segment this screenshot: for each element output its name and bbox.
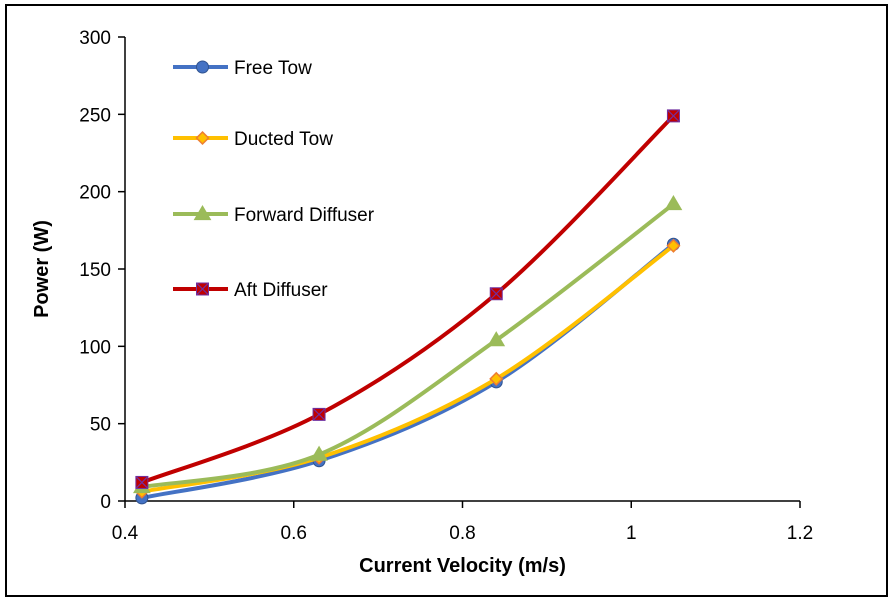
data-point-forward-diffuser xyxy=(310,445,328,461)
data-point-aft-diffuser xyxy=(135,475,149,489)
y-tick-label: 150 xyxy=(79,260,111,281)
series-lines xyxy=(133,109,683,505)
legend-item-free-tow: Free Tow xyxy=(173,58,312,79)
data-point-ducted-tow xyxy=(489,371,504,386)
series-forward-diffuser xyxy=(133,195,683,494)
legend-swatch-marker xyxy=(196,282,209,296)
legend-swatch-marker xyxy=(196,60,209,74)
y-tick-label: 0 xyxy=(100,492,111,513)
y-tick-label: 50 xyxy=(90,415,111,436)
x-tick-label: 0.8 xyxy=(449,523,475,544)
data-point-aft-diffuser xyxy=(489,287,503,301)
x-tick-label: 0.6 xyxy=(281,523,307,544)
series-line-aft-diffuser xyxy=(139,113,676,485)
marker-cross xyxy=(312,407,326,421)
marker-cross xyxy=(135,476,149,489)
y-tick-label: 250 xyxy=(79,105,111,126)
legend-item-forward-diffuser: Forward Diffuser xyxy=(173,205,375,226)
x-axis-title: Current Velocity (m/s) xyxy=(359,555,566,577)
x-tick-label: 0.4 xyxy=(112,523,139,544)
series-free-tow xyxy=(135,237,680,505)
data-point-forward-diffuser xyxy=(487,331,506,347)
data-point-aft-diffuser xyxy=(312,407,326,421)
legend-item-ducted-tow: Ducted Tow xyxy=(173,129,333,150)
series-aft-diffuser xyxy=(135,109,680,489)
legend-label-forward-diffuser: Forward Diffuser xyxy=(234,205,375,226)
data-point-forward-diffuser xyxy=(664,195,683,211)
x-tick-label: 1 xyxy=(626,523,637,544)
legend: Free Tow Ducted Tow Forward Diffuser Aft Di… xyxy=(173,58,375,301)
y-axis-title: Power (W) xyxy=(31,220,53,318)
series-line-free-tow xyxy=(139,242,676,500)
marker-cross xyxy=(667,109,680,123)
legend-label-free-tow: Free Tow xyxy=(234,58,312,79)
legend-item-aft-diffuser: Aft Diffuser xyxy=(173,280,328,301)
y-tick-label: 300 xyxy=(79,28,111,49)
legend-label-ducted-tow: Ducted Tow xyxy=(234,129,333,150)
series-line-forward-diffuser xyxy=(139,202,676,490)
marker-cross xyxy=(196,282,209,296)
series-ducted-tow xyxy=(134,238,681,499)
data-point-ducted-tow xyxy=(666,238,681,253)
legend-label-aft-diffuser: Aft Diffuser xyxy=(234,280,328,301)
axes: 0 50 100 150 200 250 300 0.4 0.6 0.8 1 1.2 xyxy=(79,28,813,544)
legend-swatch-marker xyxy=(193,205,212,221)
marker-cross xyxy=(489,287,503,301)
x-tick-label: 1.2 xyxy=(787,523,813,544)
y-tick-label: 100 xyxy=(79,337,111,358)
chart-frame xyxy=(5,4,888,597)
data-point-aft-diffuser xyxy=(666,109,680,123)
y-tick-label: 200 xyxy=(79,183,111,204)
legend-swatch-marker xyxy=(195,130,210,146)
